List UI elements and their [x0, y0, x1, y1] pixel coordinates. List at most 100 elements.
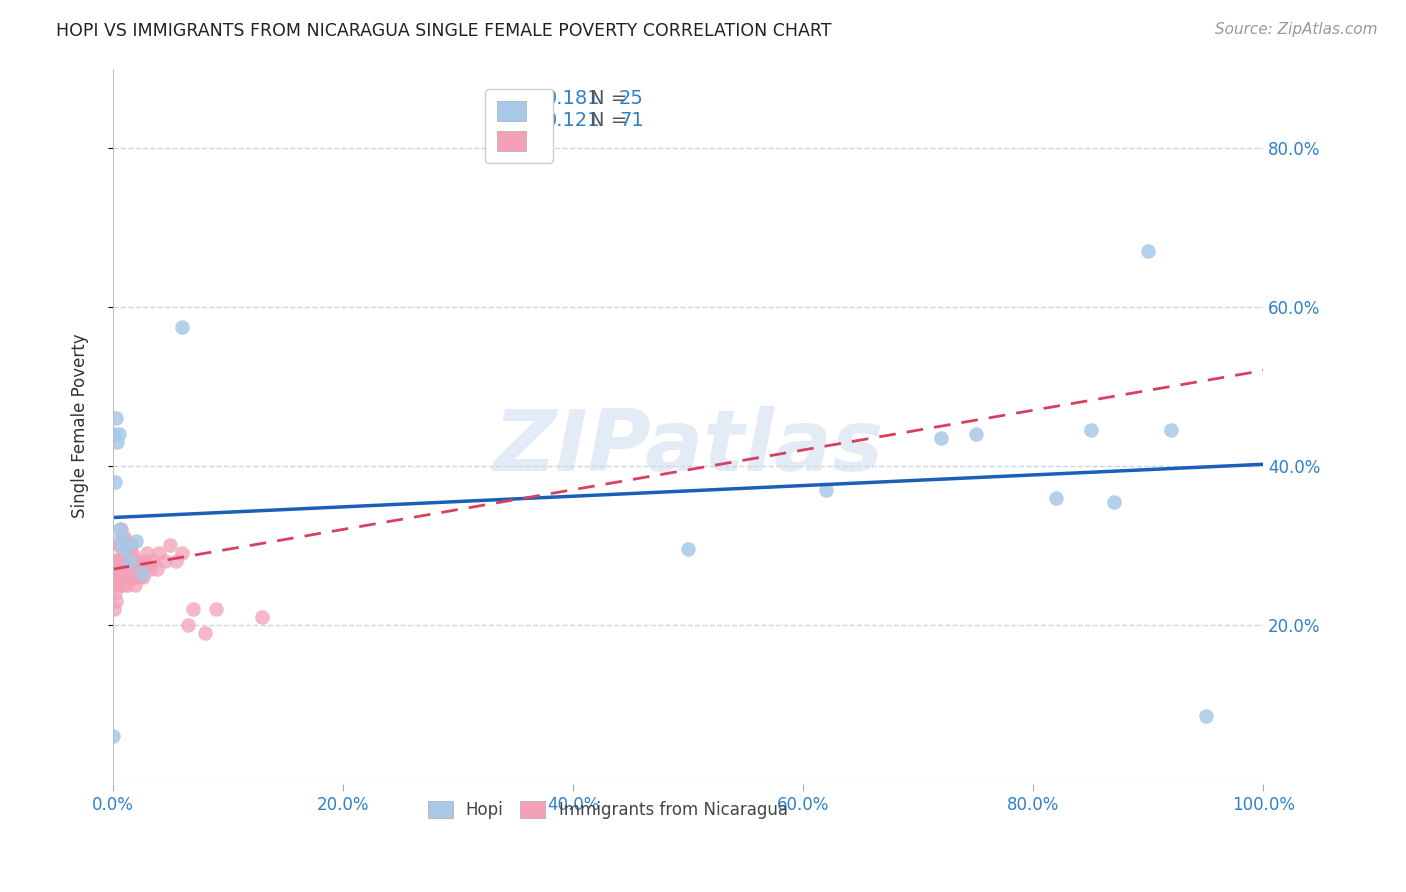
Point: [120, 570, 142, 584]
Point: [170, 546, 193, 560]
Point: [120, 554, 142, 568]
Point: [112, 542, 135, 557]
Legend: Hopi, Immigrants from Nicaragua: Hopi, Immigrants from Nicaragua: [420, 794, 794, 825]
Point: [121, 562, 143, 576]
Point: [108, 523, 131, 537]
Point: [115, 554, 138, 568]
Point: [131, 562, 153, 576]
Point: [105, 594, 128, 608]
Point: [112, 578, 135, 592]
Point: [125, 534, 148, 549]
Point: [104, 586, 127, 600]
Point: [107, 427, 129, 442]
Text: ZIPatlas: ZIPatlas: [494, 406, 883, 489]
Point: [115, 538, 138, 552]
Point: [105, 562, 128, 576]
Point: [114, 546, 136, 560]
Point: [125, 562, 148, 576]
Point: [128, 562, 150, 576]
Point: [205, 602, 228, 616]
Point: [124, 578, 146, 592]
Text: N =: N =: [591, 112, 634, 130]
Point: [131, 566, 153, 581]
Point: [145, 562, 167, 576]
Point: [122, 554, 145, 568]
Point: [101, 729, 124, 743]
Text: R =: R =: [510, 89, 553, 108]
Point: [965, 427, 987, 442]
Point: [676, 542, 699, 557]
Point: [165, 554, 187, 568]
Point: [105, 411, 128, 425]
Point: [124, 562, 146, 576]
Point: [112, 554, 135, 568]
Point: [107, 554, 129, 568]
Point: [103, 427, 125, 442]
Point: [104, 570, 127, 584]
Text: Source: ZipAtlas.com: Source: ZipAtlas.com: [1215, 22, 1378, 37]
Point: [107, 562, 129, 576]
Point: [115, 578, 138, 592]
Point: [110, 562, 132, 576]
Point: [103, 578, 125, 592]
Point: [129, 570, 152, 584]
Point: [134, 562, 156, 576]
Point: [194, 625, 217, 640]
Point: [117, 562, 139, 576]
Point: [103, 562, 125, 576]
Point: [1137, 244, 1160, 259]
Point: [138, 562, 160, 576]
Point: [107, 538, 129, 552]
Point: [112, 562, 135, 576]
Point: [170, 319, 193, 334]
Point: [110, 523, 132, 537]
Point: [127, 554, 149, 568]
Text: R =: R =: [510, 112, 553, 130]
Point: [111, 538, 134, 552]
Point: [112, 530, 135, 544]
Point: [111, 530, 134, 544]
Point: [110, 530, 132, 544]
Point: [118, 538, 141, 552]
Point: [153, 554, 176, 568]
Point: [120, 562, 142, 576]
Text: HOPI VS IMMIGRANTS FROM NICARAGUA SINGLE FEMALE POVERTY CORRELATION CHART: HOPI VS IMMIGRANTS FROM NICARAGUA SINGLE…: [56, 22, 832, 40]
Point: [1195, 709, 1218, 723]
Point: [159, 538, 181, 552]
Point: [125, 570, 148, 584]
Point: [120, 554, 142, 568]
Point: [121, 546, 143, 560]
Point: [142, 554, 165, 568]
Point: [132, 554, 155, 568]
Point: [148, 546, 170, 560]
Point: [107, 578, 129, 592]
Point: [108, 570, 131, 584]
Point: [183, 602, 205, 616]
Text: 25: 25: [619, 89, 644, 108]
Point: [117, 546, 139, 560]
Point: [114, 570, 136, 584]
Point: [103, 602, 125, 616]
Point: [815, 483, 838, 497]
Point: [1160, 423, 1182, 437]
Point: [107, 570, 129, 584]
Point: [107, 435, 129, 450]
Text: N =: N =: [591, 89, 634, 108]
Point: [108, 538, 131, 552]
Point: [111, 546, 134, 560]
Point: [120, 538, 142, 552]
Point: [1045, 491, 1067, 505]
Point: [1080, 423, 1102, 437]
Point: [120, 546, 142, 560]
Point: [929, 431, 952, 445]
Text: 0.181: 0.181: [544, 89, 600, 108]
Point: [105, 578, 128, 592]
Point: [132, 570, 155, 584]
Point: [122, 570, 145, 584]
Point: [108, 554, 131, 568]
Point: [252, 610, 274, 624]
Point: [136, 546, 159, 560]
Point: [118, 554, 141, 568]
Point: [176, 617, 198, 632]
Point: [1102, 494, 1125, 508]
